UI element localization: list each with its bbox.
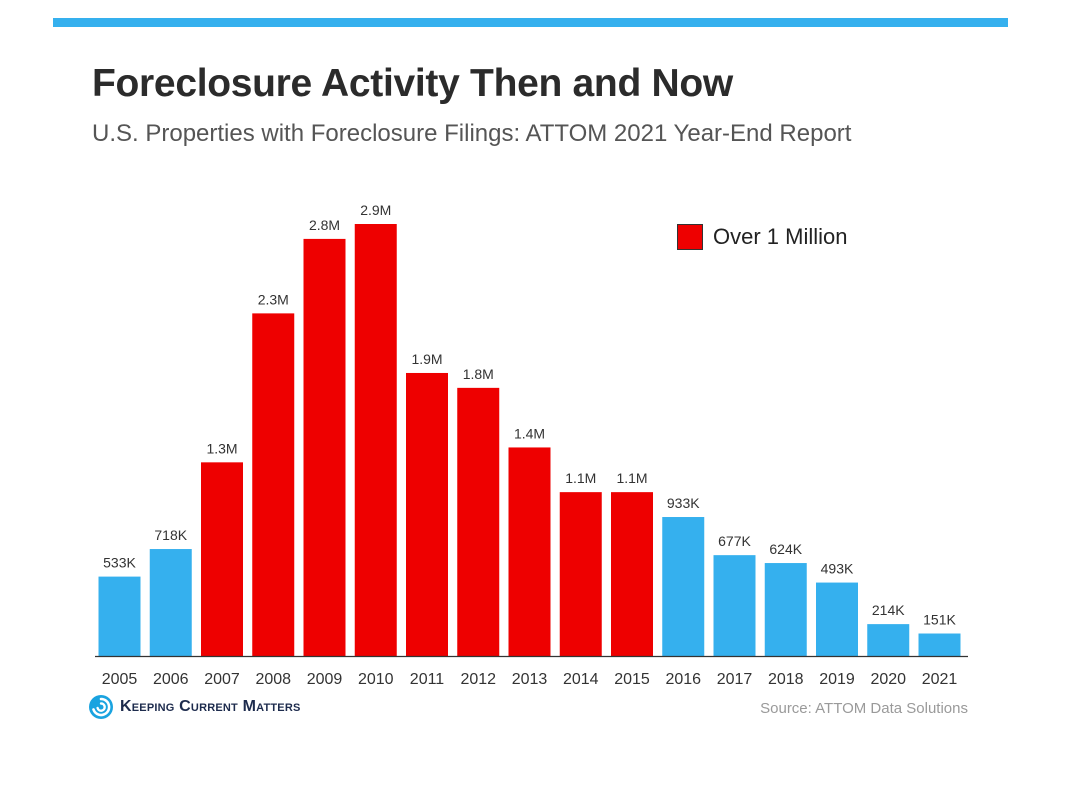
bar-2012: [457, 387, 500, 656]
data-label-2014: 1.1M: [565, 470, 596, 486]
bar-2014: [559, 492, 602, 656]
x-tick-2013: 2013: [512, 671, 548, 688]
bar-2006: [149, 549, 192, 656]
data-label-2017: 677K: [718, 533, 751, 549]
bar-2010: [354, 224, 397, 656]
brand-name: Keeping Current Matters: [120, 698, 301, 715]
data-label-2016: 933K: [667, 495, 700, 511]
data-label-2008: 2.3M: [258, 291, 289, 307]
bar-2016: [662, 517, 705, 656]
data-label-2006: 718K: [154, 527, 187, 543]
bar-2008: [252, 313, 295, 656]
bar-2019: [816, 582, 858, 656]
bar-2017: [713, 555, 756, 656]
brand-logo: Keeping Current Matters: [88, 694, 301, 720]
data-label-2013: 1.4M: [514, 425, 545, 441]
bar-2007: [201, 462, 243, 656]
bar-2015: [611, 492, 653, 656]
data-label-2009: 2.8M: [309, 217, 340, 233]
x-tick-2008: 2008: [255, 671, 291, 688]
data-label-2011: 1.9M: [411, 351, 442, 367]
chart-title: Foreclosure Activity Then and Now: [92, 62, 733, 105]
data-label-2018: 624K: [769, 541, 802, 557]
data-label-2010: 2.9M: [360, 202, 391, 218]
bar-2013: [508, 447, 551, 656]
data-label-2020: 214K: [872, 602, 905, 618]
x-tick-2012: 2012: [460, 671, 496, 688]
x-tick-2006: 2006: [153, 671, 189, 688]
data-label-2012: 1.8M: [463, 366, 494, 382]
spiral-logo-icon: [89, 695, 113, 719]
top-accent-bar: [53, 18, 1008, 27]
x-tick-2016: 2016: [665, 671, 701, 688]
data-label-2019: 493K: [821, 561, 854, 577]
legend-swatch: [677, 224, 703, 250]
x-tick-2015: 2015: [614, 671, 650, 688]
bar-2009: [303, 238, 346, 656]
chart-subtitle: U.S. Properties with Foreclosure Filings…: [92, 120, 852, 147]
x-tick-2021: 2021: [922, 671, 958, 688]
x-tick-2007: 2007: [204, 671, 240, 688]
x-tick-2020: 2020: [870, 671, 906, 688]
data-label-2007: 1.3M: [206, 440, 237, 456]
bar-2011: [406, 372, 448, 656]
x-tick-2005: 2005: [102, 671, 138, 688]
x-tick-2009: 2009: [307, 671, 343, 688]
bar-2005: [98, 576, 141, 656]
legend-label: Over 1 Million: [713, 224, 848, 249]
data-label-2021: 151K: [923, 612, 956, 628]
data-label-2015: 1.1M: [616, 470, 647, 486]
x-tick-2018: 2018: [768, 671, 804, 688]
bar-2018: [764, 563, 807, 656]
x-tick-2014: 2014: [563, 671, 599, 688]
x-tick-2019: 2019: [819, 671, 855, 688]
data-label-2005: 533K: [103, 555, 136, 571]
bar-2021: [918, 633, 961, 656]
x-tick-2017: 2017: [717, 671, 753, 688]
x-tick-2010: 2010: [358, 671, 394, 688]
bar-2020: [867, 624, 910, 656]
source-note: Source: ATTOM Data Solutions: [760, 700, 968, 717]
legend: Over 1 Million: [677, 223, 847, 251]
x-tick-2011: 2011: [410, 671, 445, 688]
